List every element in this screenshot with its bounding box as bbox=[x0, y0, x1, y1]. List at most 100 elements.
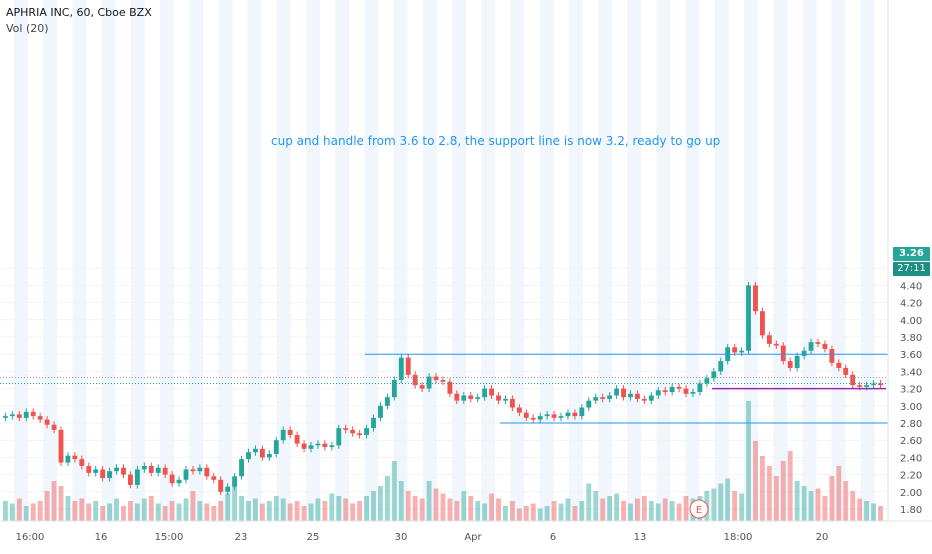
price-tick-label: 1.80 bbox=[900, 505, 922, 516]
volume-bar bbox=[440, 493, 446, 521]
volume-legend[interactable]: Vol (20) bbox=[6, 22, 49, 35]
volume-bar bbox=[211, 506, 217, 521]
volume-bar bbox=[711, 488, 717, 521]
candle-body bbox=[3, 416, 8, 418]
volume-bar bbox=[79, 498, 85, 521]
earnings-marker bbox=[689, 499, 709, 519]
candle-body bbox=[16, 414, 22, 418]
volume-bar bbox=[72, 501, 78, 521]
volume-bar bbox=[391, 461, 397, 521]
candle-body bbox=[593, 397, 599, 401]
volume-bar bbox=[565, 498, 571, 521]
volume-bar bbox=[579, 501, 585, 521]
volume-bar bbox=[503, 506, 508, 521]
candle-body bbox=[850, 374, 856, 386]
session-band bbox=[481, 0, 496, 521]
volume-bar bbox=[259, 503, 265, 521]
candle-body bbox=[864, 385, 870, 387]
candle-body bbox=[503, 398, 508, 401]
time-tick-label: 6 bbox=[550, 532, 556, 543]
candle-body bbox=[266, 453, 272, 458]
candle-body bbox=[489, 388, 495, 396]
candle-body bbox=[259, 448, 265, 458]
earnings-marker-label: E bbox=[696, 505, 702, 516]
candle-body bbox=[579, 407, 585, 417]
candle-body bbox=[336, 428, 342, 446]
candle-body bbox=[211, 476, 217, 480]
session-band bbox=[568, 0, 583, 521]
session-band bbox=[831, 0, 846, 521]
candle-body bbox=[44, 419, 50, 425]
time-tick-label: 20 bbox=[816, 532, 829, 543]
session-band bbox=[247, 0, 262, 521]
volume-bar bbox=[759, 456, 765, 521]
volume-bar bbox=[509, 501, 515, 521]
candle-body bbox=[780, 345, 786, 362]
candle-body bbox=[141, 466, 147, 470]
candle-body bbox=[516, 407, 522, 413]
candle-body bbox=[72, 455, 78, 460]
symbol-legend[interactable]: APHRIA INC, 60, Cboe BZX bbox=[6, 6, 152, 19]
volume-bar bbox=[593, 491, 599, 521]
volume-bar bbox=[766, 466, 772, 521]
bar-countdown-tag: 27:11 bbox=[893, 262, 930, 276]
candle-body bbox=[384, 397, 390, 406]
candle-body bbox=[107, 471, 113, 479]
volume-bar bbox=[176, 503, 182, 521]
candle-body bbox=[537, 416, 543, 420]
candle-body bbox=[176, 479, 182, 484]
time-tick-label: 23 bbox=[235, 532, 248, 543]
candle-body bbox=[857, 385, 863, 387]
candle-body bbox=[822, 343, 828, 350]
candle-body bbox=[648, 395, 654, 401]
session-band bbox=[393, 0, 408, 521]
candle-body bbox=[773, 343, 779, 346]
session-band bbox=[130, 0, 145, 521]
time-tick-label: 25 bbox=[307, 532, 320, 543]
volume-bar bbox=[384, 476, 390, 521]
candle-body bbox=[746, 285, 751, 351]
candle-body bbox=[683, 388, 689, 394]
candle-body bbox=[419, 385, 425, 389]
volume-bar bbox=[725, 478, 731, 521]
session-band bbox=[802, 0, 817, 521]
session-band bbox=[364, 0, 379, 521]
volume-bar bbox=[128, 501, 133, 521]
candle-body bbox=[586, 400, 592, 408]
candle-body bbox=[58, 429, 64, 463]
volume-bar bbox=[86, 503, 92, 521]
volume-bar bbox=[808, 491, 814, 521]
volume-bar bbox=[753, 441, 758, 521]
candle-body bbox=[496, 395, 501, 401]
volume-bar bbox=[433, 488, 439, 521]
candle-body bbox=[204, 467, 210, 477]
session-band bbox=[656, 0, 671, 521]
chart-annotation-text: cup and handle from 3.6 to 2.8, the supp… bbox=[271, 134, 721, 148]
candle-body bbox=[690, 392, 696, 394]
candle-body bbox=[766, 335, 772, 344]
candle-body bbox=[628, 393, 633, 398]
candle-body bbox=[93, 469, 99, 473]
volume-bar bbox=[23, 506, 29, 521]
volume-bar bbox=[155, 503, 161, 521]
volume-bar bbox=[44, 491, 50, 521]
candle-body bbox=[468, 395, 474, 399]
time-tick-label: 16:00 bbox=[16, 532, 45, 543]
candle-body bbox=[23, 411, 29, 418]
candle-body bbox=[697, 383, 703, 393]
candle-body bbox=[253, 448, 258, 453]
volume-bar bbox=[746, 401, 751, 521]
volume-bar bbox=[641, 496, 647, 521]
candle-body bbox=[433, 376, 439, 380]
price-tick-label: 3.80 bbox=[900, 333, 922, 344]
volume-bar bbox=[621, 501, 626, 521]
candle-body bbox=[711, 371, 717, 379]
candle-body bbox=[308, 445, 314, 449]
volume-bar bbox=[461, 491, 467, 521]
volume-bar bbox=[266, 501, 272, 521]
volume-bar bbox=[65, 496, 71, 521]
volume-bar bbox=[183, 498, 189, 521]
candle-body bbox=[350, 429, 356, 434]
